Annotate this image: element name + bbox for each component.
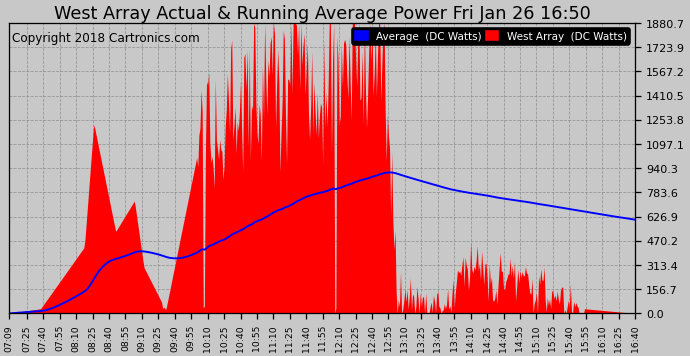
Text: Copyright 2018 Cartronics.com: Copyright 2018 Cartronics.com bbox=[12, 32, 200, 45]
Title: West Array Actual & Running Average Power Fri Jan 26 16:50: West Array Actual & Running Average Powe… bbox=[54, 5, 591, 23]
Legend: Average  (DC Watts), West Array  (DC Watts): Average (DC Watts), West Array (DC Watts… bbox=[353, 29, 630, 45]
